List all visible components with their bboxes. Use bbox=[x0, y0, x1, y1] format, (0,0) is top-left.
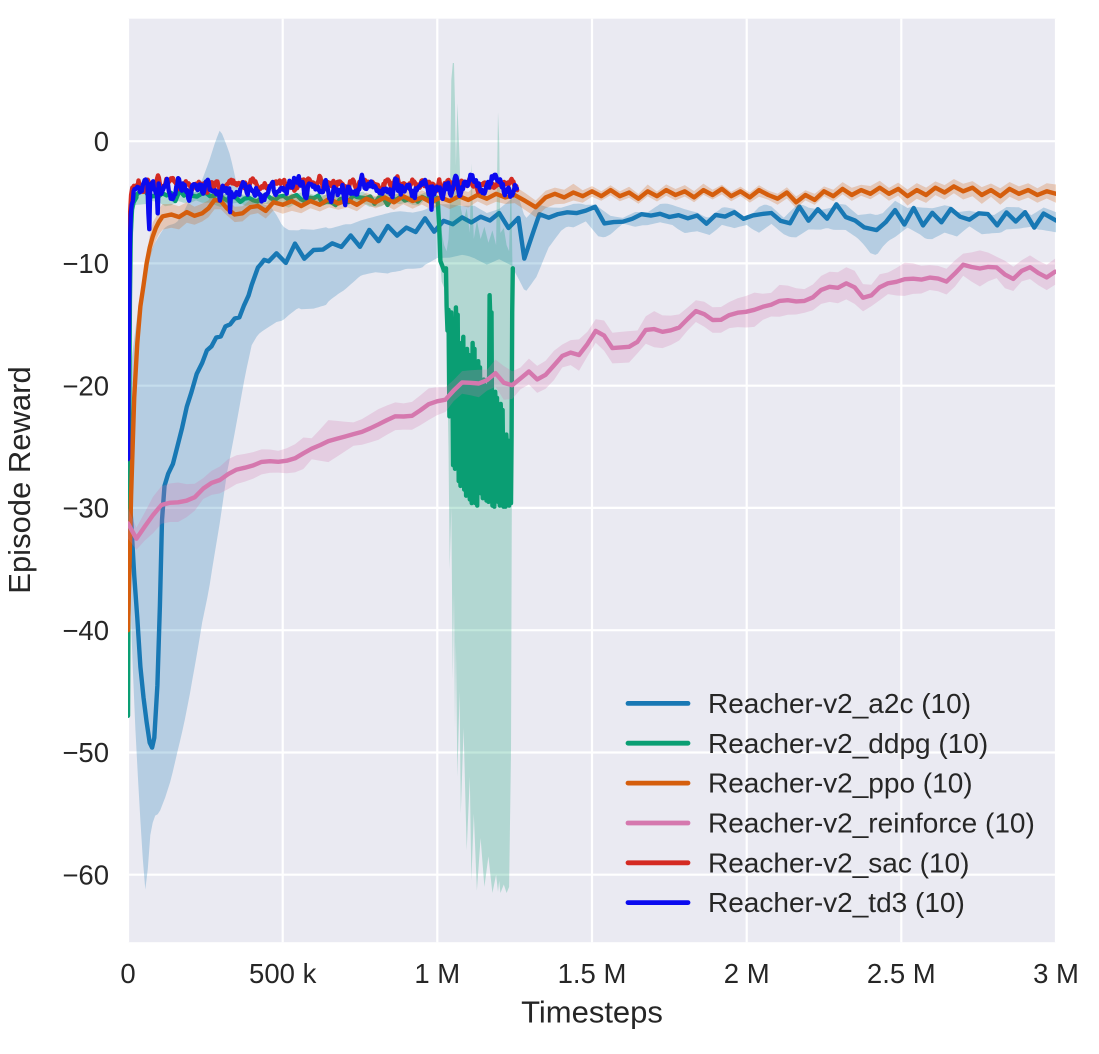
svg-text:0: 0 bbox=[120, 958, 135, 989]
svg-text:0: 0 bbox=[94, 126, 109, 157]
svg-text:Reacher-v2_a2c (10): Reacher-v2_a2c (10) bbox=[708, 688, 971, 719]
svg-text:2 M: 2 M bbox=[724, 958, 770, 989]
svg-text:1 M: 1 M bbox=[414, 958, 460, 989]
svg-text:Episode Reward: Episode Reward bbox=[2, 366, 37, 593]
svg-text:−30: −30 bbox=[62, 493, 109, 524]
svg-text:−10: −10 bbox=[62, 248, 109, 279]
svg-text:3 M: 3 M bbox=[1033, 958, 1079, 989]
svg-text:−40: −40 bbox=[62, 615, 109, 646]
svg-text:Reacher-v2_ppo (10): Reacher-v2_ppo (10) bbox=[708, 768, 973, 799]
svg-text:Timesteps: Timesteps bbox=[521, 995, 663, 1030]
svg-text:1.5 M: 1.5 M bbox=[558, 958, 627, 989]
svg-text:−60: −60 bbox=[62, 859, 109, 890]
svg-text:−20: −20 bbox=[62, 370, 109, 401]
svg-text:Reacher-v2_sac (10): Reacher-v2_sac (10) bbox=[708, 847, 969, 878]
svg-text:−50: −50 bbox=[62, 737, 109, 768]
svg-text:Reacher-v2_ddpg (10): Reacher-v2_ddpg (10) bbox=[708, 728, 988, 759]
svg-text:Reacher-v2_td3 (10): Reacher-v2_td3 (10) bbox=[708, 887, 965, 918]
svg-text:500 k: 500 k bbox=[249, 958, 317, 989]
svg-text:Reacher-v2_reinforce (10): Reacher-v2_reinforce (10) bbox=[708, 808, 1035, 839]
svg-text:2.5 M: 2.5 M bbox=[867, 958, 936, 989]
